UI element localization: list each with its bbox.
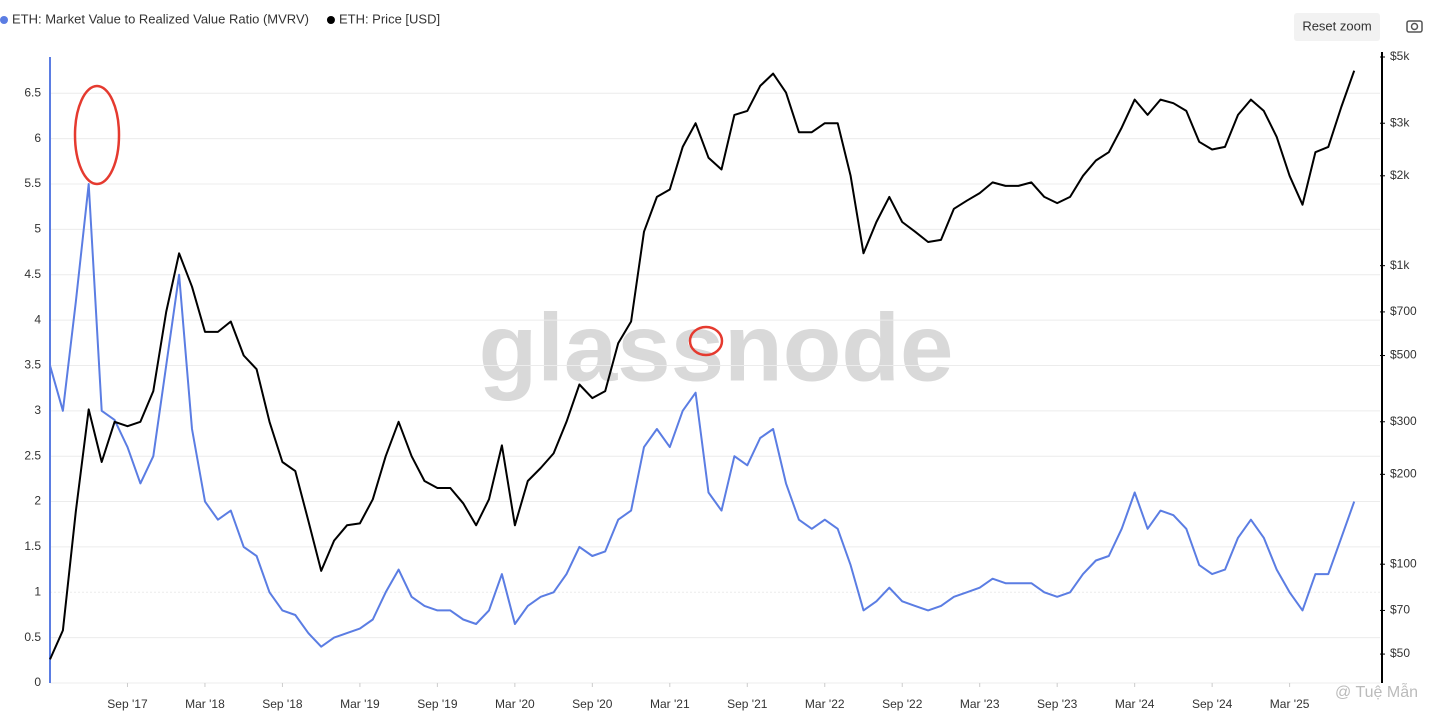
x-tick-label: Mar '21 (650, 697, 690, 711)
y2-tick-label: $2k (1390, 168, 1410, 182)
x-tick-label: Mar '25 (1270, 697, 1310, 711)
plot: 0 0.5 1 1.5 2 2.5 3 3.5 4 4.5 5 5.5 6 6.5 $50 $70 $100 $2… (24, 49, 1417, 711)
credit: @ Tuệ Mẫn (1335, 682, 1418, 701)
legend-label: ETH: Market Value to Realized Value Rati… (12, 11, 309, 26)
legend-marker (326, 16, 335, 24)
x-tick-label: Mar '22 (805, 697, 845, 711)
y-tick-label: 4 (34, 312, 41, 326)
y2-tick-label: $500 (1390, 348, 1417, 362)
y2-tick-label: $50 (1390, 646, 1410, 660)
y-tick-label: 3 (34, 403, 41, 417)
y2-tick-label: $70 (1390, 603, 1410, 617)
y2-tick-label: $1k (1390, 258, 1410, 272)
highlight-circle (73, 84, 121, 186)
camera-icon[interactable] (1406, 20, 1423, 33)
y-tick-label: 0.5 (24, 630, 41, 644)
x-tick-label: Mar '18 (185, 697, 225, 711)
y-tick-label: 6.5 (24, 85, 41, 99)
x-tick-label: Sep '20 (572, 697, 613, 711)
y-tick-label: 4.5 (24, 267, 41, 281)
x-tick-label: Sep '22 (882, 697, 923, 711)
y2-tick-label: $100 (1390, 556, 1417, 570)
x-tick-label: Mar '23 (960, 697, 1000, 711)
series-line (49, 183, 1356, 648)
x-tick-label: Mar '19 (340, 697, 380, 711)
x-tick-label: Sep '21 (727, 697, 768, 711)
legend-marker (0, 16, 8, 24)
y-tick-label: 5.5 (24, 176, 41, 190)
x-tick-label: Mar '20 (495, 697, 535, 711)
x-tick-label: Sep '17 (107, 697, 148, 711)
reset-zoom-button[interactable] (1294, 13, 1380, 41)
y-tick-label: 6 (34, 131, 41, 145)
x-tick-label: Sep '19 (417, 697, 458, 711)
reset-zoom-label[interactable]: Reset zoom (1302, 18, 1371, 33)
y2-tick-label: $700 (1390, 304, 1417, 318)
x-tick-label: Sep '23 (1037, 697, 1078, 711)
y-tick-label: 1 (34, 584, 41, 598)
highlight-circle (688, 325, 724, 357)
y-tick-label: 5 (34, 222, 41, 236)
y2-tick-label: $300 (1390, 414, 1417, 428)
watermark: glassnode (479, 294, 954, 401)
y-tick-label: 2 (34, 494, 41, 508)
y2-tick-label: $200 (1390, 467, 1417, 481)
x-tick-label: Sep '18 (262, 697, 303, 711)
y-tick-label: 1.5 (24, 539, 41, 553)
y-tick-label: 0 (34, 675, 41, 689)
y-tick-label: 2.5 (24, 448, 41, 462)
y2-tick-label: $5k (1390, 49, 1410, 63)
legend-label: ETH: Price [USD] (339, 11, 440, 26)
series-line (49, 70, 1356, 660)
y2-tick-label: $3k (1390, 115, 1410, 129)
y-tick-label: 3.5 (24, 358, 41, 372)
x-tick-label: Sep '24 (1192, 697, 1233, 711)
x-tick-label: Mar '24 (1115, 697, 1155, 711)
